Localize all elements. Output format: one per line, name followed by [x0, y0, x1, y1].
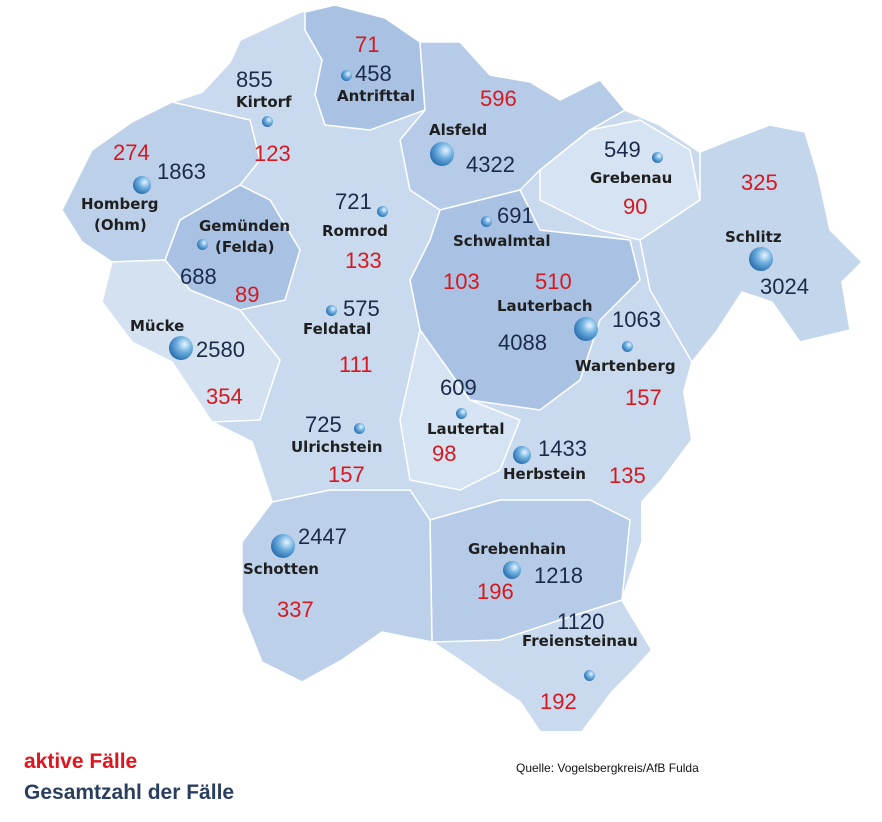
- municipality-name-antrifttal: Antrifttal: [337, 87, 416, 105]
- active-count-muecke: 354: [206, 384, 243, 409]
- source-note: Quelle: Vogelsbergkreis/AfB Fulda: [516, 761, 699, 775]
- municipality-name-homberg-line2: (Ohm): [94, 216, 147, 234]
- active-count-homberg: 274: [113, 140, 150, 165]
- active-count-lautertal: 98: [432, 441, 457, 466]
- active-count-schotten: 337: [277, 597, 314, 622]
- bubble-icon: [456, 408, 467, 419]
- active-count-kirtorf: 123: [254, 141, 291, 166]
- municipality-name-schwalmtal: Schwalmtal: [453, 232, 551, 250]
- total-count-schlitz: 3024: [760, 274, 809, 299]
- bubble-icon: [197, 239, 208, 250]
- active-count-romrod: 133: [345, 248, 382, 273]
- municipality-name-gemuenden-line2: (Felda): [215, 238, 275, 256]
- bubble-icon: [622, 341, 633, 352]
- legend-total-cases: Gesamtzahl der Fälle: [24, 781, 235, 804]
- total-count-kirtorf: 855: [236, 67, 273, 92]
- bubble-icon: [749, 247, 773, 271]
- active-count-herbstein: 135: [609, 463, 646, 488]
- municipality-name-gemuenden: Gemünden: [199, 217, 291, 235]
- active-count-ulrichstein: 157: [328, 462, 365, 487]
- municipality-name-grebenhain: Grebenhain: [468, 540, 567, 558]
- bubble-icon: [513, 446, 531, 464]
- total-count-lauterbach: 4088: [498, 330, 547, 355]
- total-count-romrod: 721: [335, 189, 372, 214]
- bubble-icon: [133, 176, 151, 194]
- active-count-grebenhain: 196: [477, 579, 514, 604]
- active-count-schwalmtal: 103: [443, 269, 480, 294]
- total-count-grebenhain: 1218: [534, 563, 583, 588]
- active-count-grebenau: 90: [623, 194, 648, 219]
- municipality-name-lautertal: Lautertal: [427, 420, 505, 438]
- active-count-lauterbach: 510: [535, 269, 572, 294]
- active-count-antrifttal: 71: [355, 32, 380, 57]
- bubble-icon: [652, 152, 663, 163]
- municipality-name-lauterbach: Lauterbach: [497, 297, 593, 315]
- bubble-icon: [271, 534, 295, 558]
- municipality-name-kirtorf: Kirtorf: [236, 93, 292, 111]
- municipality-name-grebenau: Grebenau: [590, 169, 673, 187]
- total-count-freiensteinau: 1120: [557, 609, 605, 634]
- bubble-icon: [430, 142, 454, 166]
- municipality-name-romrod: Romrod: [322, 222, 388, 240]
- total-count-ulrichstein: 725: [305, 412, 342, 437]
- municipality-name-wartenberg: Wartenberg: [575, 357, 676, 375]
- total-count-schotten: 2447: [298, 524, 347, 549]
- municipality-name-alsfeld: Alsfeld: [429, 121, 488, 139]
- total-count-lautertal: 609: [440, 375, 477, 400]
- bubble-icon: [341, 70, 352, 81]
- active-count-alsfeld: 596: [480, 86, 517, 111]
- bubble-icon: [169, 336, 193, 360]
- total-count-gemuenden: 688: [180, 264, 217, 289]
- municipality-name-muecke: Mücke: [130, 317, 185, 335]
- municipality-name-schotten: Schotten: [243, 560, 319, 578]
- total-count-antrifttal: 458: [355, 61, 392, 86]
- municipality-name-freiensteinau: Freiensteinau: [522, 632, 638, 650]
- municipality-name-ulrichstein: Ulrichstein: [291, 438, 383, 456]
- municipality-name-feldatal: Feldatal: [303, 320, 372, 338]
- total-count-herbstein: 1433: [538, 436, 587, 461]
- total-count-feldatal: 575: [343, 296, 380, 321]
- bubble-icon: [481, 216, 492, 227]
- active-count-gemuenden: 89: [235, 282, 260, 307]
- bubble-icon: [574, 317, 598, 341]
- bubble-icon: [326, 305, 337, 316]
- total-count-wartenberg: 1063: [612, 307, 661, 332]
- region-schwalmtal-lauterbach: [409, 189, 641, 411]
- active-count-wartenberg: 157: [625, 385, 662, 410]
- total-count-homberg: 1863: [157, 159, 206, 184]
- bubble-icon: [377, 206, 388, 217]
- total-count-grebenau: 549: [604, 137, 641, 162]
- bubble-icon: [354, 423, 365, 434]
- bubble-icon: [584, 670, 595, 681]
- active-count-freiensteinau: 192: [540, 689, 577, 714]
- region-grebenhain: [429, 499, 631, 643]
- total-count-muecke: 2580: [196, 337, 245, 362]
- municipality-name-schlitz: Schlitz: [725, 228, 782, 246]
- region-schotten: [241, 489, 433, 683]
- active-count-schlitz: 325: [741, 170, 778, 195]
- active-count-feldatal: 111: [339, 352, 373, 377]
- region-antrifttal: [304, 4, 426, 131]
- municipality-name-herbstein: Herbstein: [503, 465, 586, 483]
- bubble-icon: [262, 116, 273, 127]
- region-schlitz: [639, 124, 864, 364]
- total-count-alsfeld: 4322: [466, 152, 515, 177]
- municipality-name-homberg: Homberg: [81, 195, 159, 213]
- total-count-schwalmtal: 691: [497, 203, 534, 228]
- bubble-icon: [503, 561, 521, 579]
- legend-active-cases: aktive Fälle: [24, 750, 138, 773]
- region-homberg: [61, 101, 261, 263]
